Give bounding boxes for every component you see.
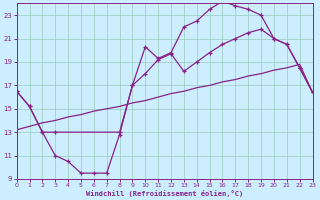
X-axis label: Windchill (Refroidissement éolien,°C): Windchill (Refroidissement éolien,°C)	[86, 190, 243, 197]
